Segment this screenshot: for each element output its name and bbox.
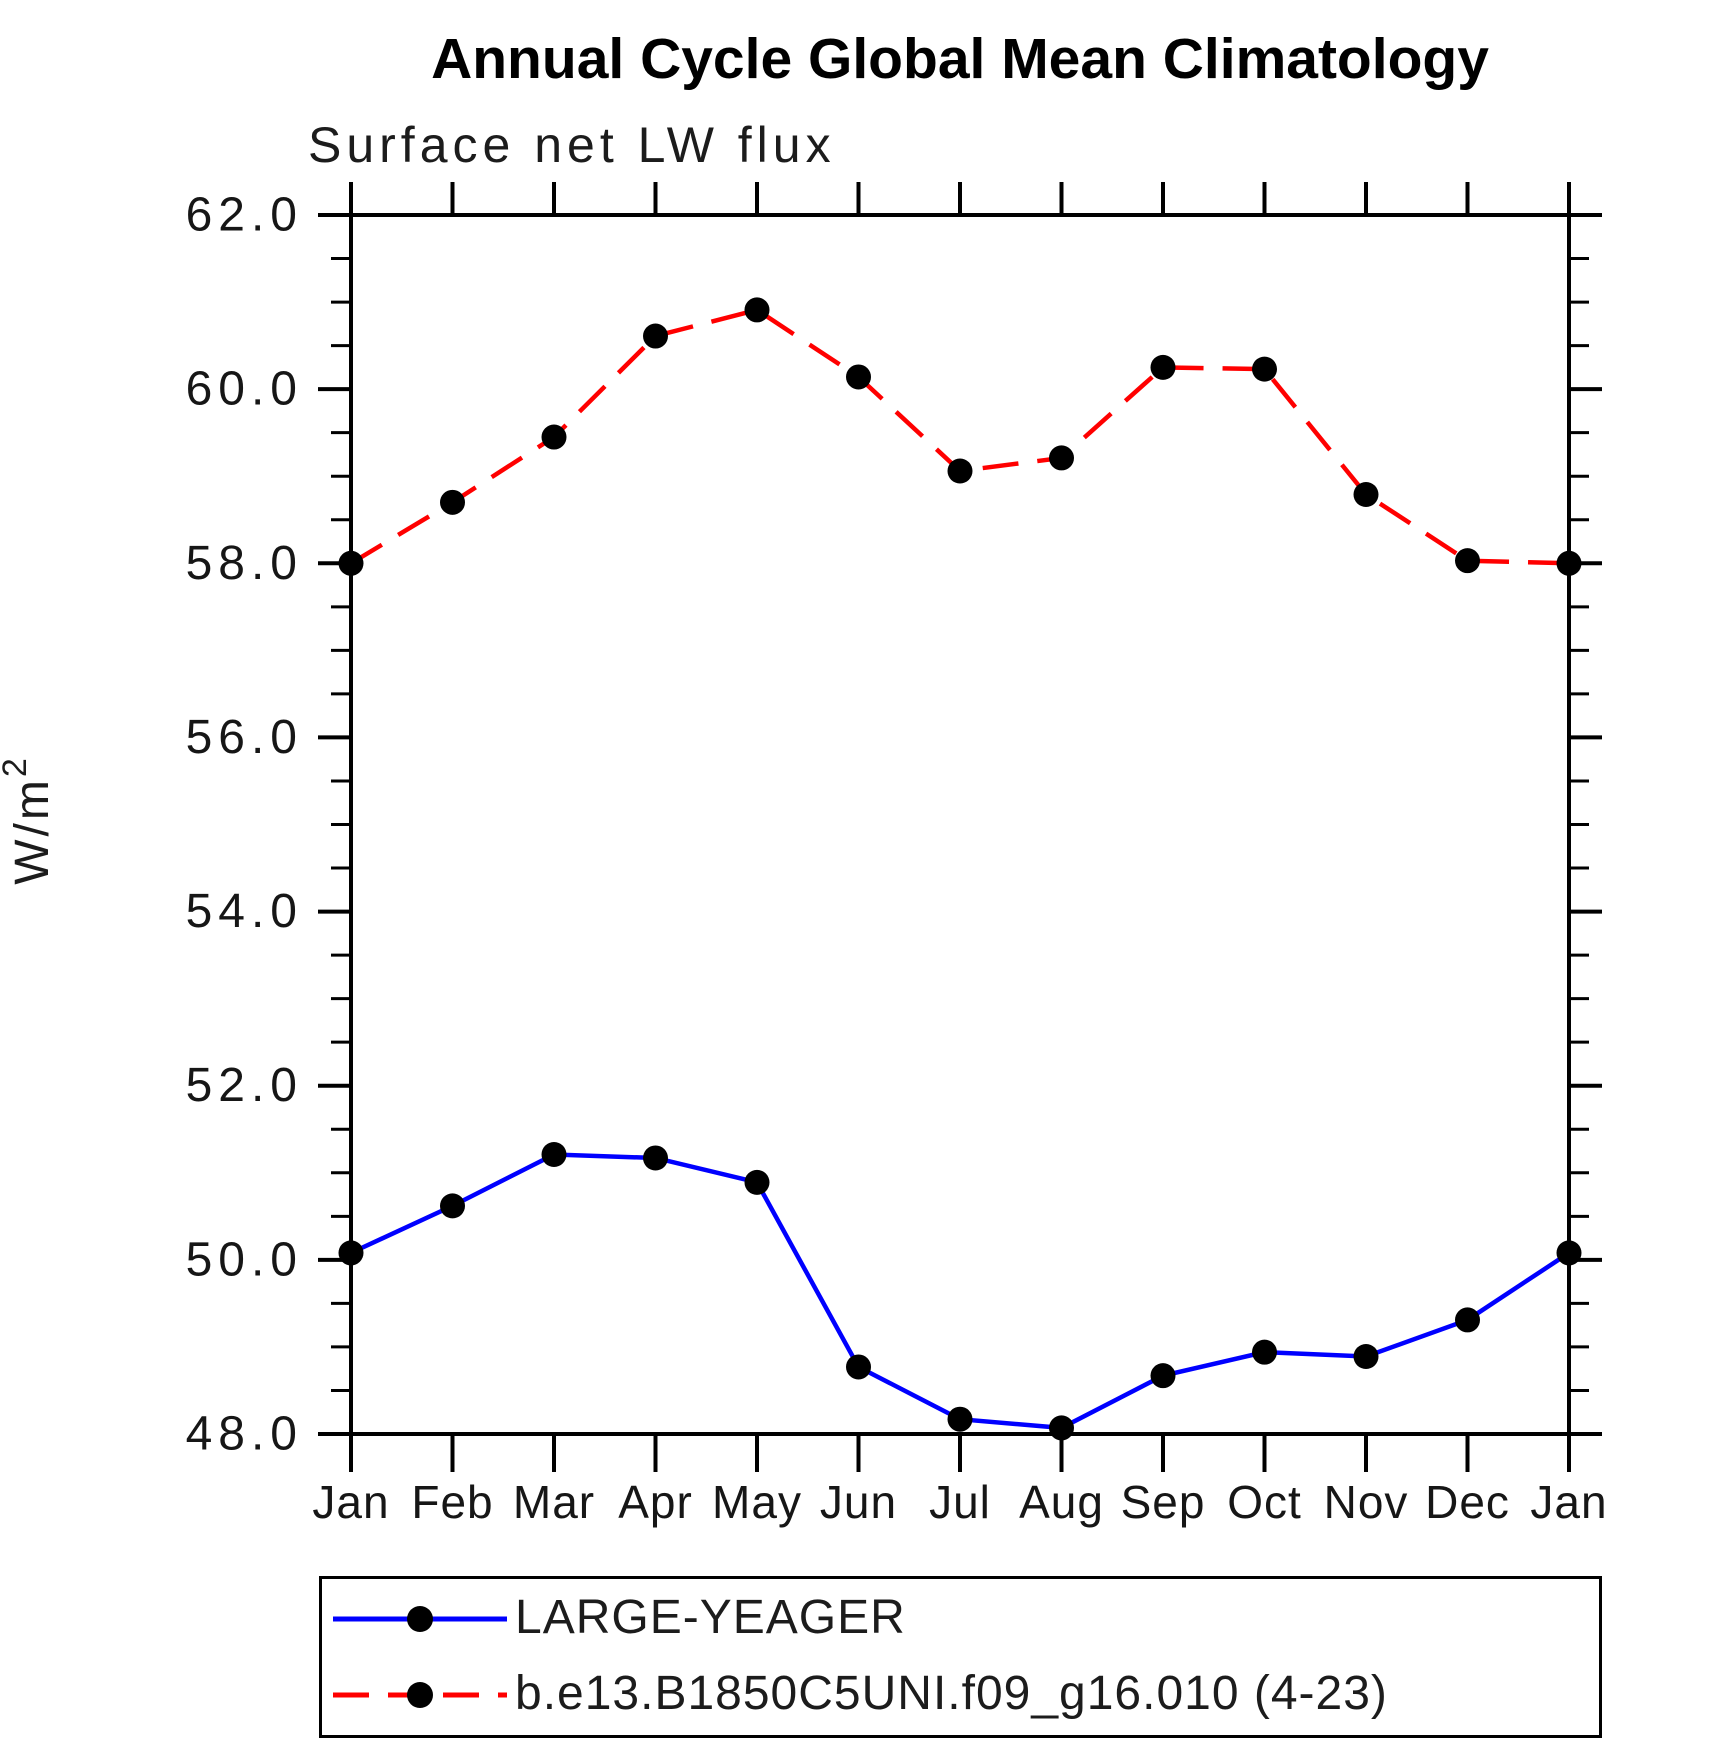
series-1-marker (1455, 548, 1480, 574)
series-line-0 (350, 1152, 1571, 1431)
y-tick-label: 50.0 (186, 1233, 303, 1286)
series-0-marker (846, 1354, 871, 1380)
series-1-marker (643, 323, 668, 349)
series-1-marker (440, 489, 465, 515)
x-tick-label: Aug (1019, 1476, 1104, 1528)
series-0-marker (440, 1193, 465, 1219)
series-1-marker (846, 364, 871, 390)
y-tick-label: 56.0 (186, 711, 303, 764)
y-tick-label: 48.0 (186, 1408, 303, 1461)
chart-subtitle: Surface net LW flux (308, 117, 836, 173)
series-0-marker (1049, 1415, 1074, 1441)
series-0-marker (744, 1169, 770, 1195)
x-tick-label: Dec (1425, 1476, 1510, 1528)
series-0-marker (643, 1145, 668, 1171)
x-tick-label: Apr (618, 1476, 693, 1528)
series-line-1 (349, 307, 1570, 566)
chart-title: Annual Cycle Global Mean Climatology (431, 27, 1489, 91)
x-tick-label: May (712, 1476, 802, 1528)
x-tick-label: Jul (929, 1476, 991, 1528)
series-0-marker (1353, 1344, 1379, 1370)
x-tick-label: Jun (820, 1476, 897, 1528)
y-tick-label: 62.0 (186, 189, 303, 242)
series-1-marker (338, 550, 364, 576)
x-tick-label: Oct (1227, 1476, 1302, 1528)
legend-marker-dot-icon (407, 1682, 433, 1708)
series-1-marker (1556, 550, 1582, 576)
legend-line-sample-solid (333, 1606, 507, 1632)
legend-item-model-run: b.e13.B1850C5UNI.f09_g16.010 (4-23) (322, 1659, 1599, 1731)
series-0-marker (338, 1240, 364, 1266)
series-1-marker (1150, 354, 1176, 380)
legend-label-model-run: b.e13.B1850C5UNI.f09_g16.010 (4-23) (515, 1666, 1388, 1720)
legend-item-large-yeager: LARGE-YEAGER (322, 1583, 1599, 1655)
series-0-marker (1252, 1339, 1277, 1365)
x-tick-label: Mar (513, 1476, 595, 1528)
y-tick-label: 60.0 (186, 363, 303, 416)
legend: LARGE-YEAGER b.e13.B1850C5UNI.f09_g16.01… (319, 1576, 1602, 1738)
x-tick-label: Jan (1530, 1476, 1607, 1528)
y-tick-label: 52.0 (186, 1059, 303, 1112)
series-0-marker (1556, 1240, 1582, 1266)
legend-marker-dot-icon (407, 1606, 433, 1632)
series-0-marker (1455, 1307, 1480, 1333)
series-1-marker (1353, 481, 1379, 507)
x-tick-label: Sep (1121, 1476, 1206, 1528)
series-0-marker (1150, 1363, 1176, 1389)
series-1-marker (1049, 445, 1074, 471)
series-1-marker (1252, 356, 1277, 382)
legend-line-sample-dashed (333, 1682, 507, 1708)
series-1-marker (744, 297, 770, 323)
x-tick-label: Feb (411, 1476, 493, 1528)
plot-frame (349, 213, 1571, 1436)
series-0-marker (541, 1142, 567, 1168)
series-1-marker (541, 424, 567, 450)
series-0-marker (947, 1406, 973, 1432)
x-tick-label: Jan (312, 1476, 389, 1528)
legend-label-large-yeager: LARGE-YEAGER (515, 1590, 906, 1644)
x-tick-label: Nov (1324, 1476, 1409, 1528)
series-1-marker (947, 458, 973, 484)
y-tick-label: 54.0 (186, 885, 303, 938)
y-tick-label: 58.0 (186, 537, 303, 590)
